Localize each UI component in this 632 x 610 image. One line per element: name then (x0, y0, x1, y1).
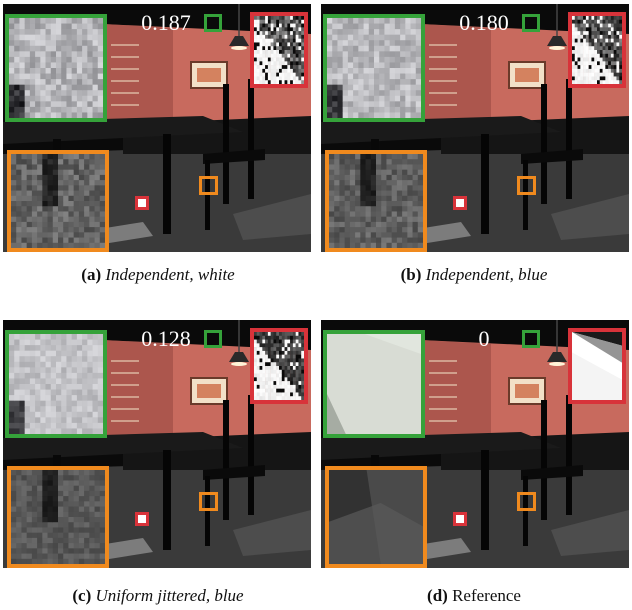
error-metric: 0.180 (459, 10, 509, 35)
caption-text: Reference (452, 586, 521, 605)
red-region-marker (135, 196, 149, 210)
green-region-marker (204, 330, 222, 348)
green-region-marker (204, 14, 222, 32)
red-zoom-inset (568, 328, 626, 404)
caption-d: (d) Reference (316, 586, 632, 606)
error-metric: 0 (478, 326, 490, 351)
error-metric: 0.187 (141, 10, 191, 35)
caption-label: (b) (400, 265, 422, 284)
caption-label: (d) (427, 586, 448, 605)
green-zoom-inset (5, 330, 107, 438)
error-metric: 0.128 (141, 326, 191, 351)
panel-c: 0.128 (3, 320, 311, 568)
panel-a: 0.187 (3, 4, 311, 252)
caption-a: (a) Independent, white (0, 265, 316, 285)
caption-label: (c) (72, 586, 92, 605)
panel-d: 0 (321, 320, 629, 568)
orange-zoom-inset (7, 466, 109, 568)
red-zoom-inset (250, 12, 308, 88)
panel-b: 0.180 (321, 4, 629, 252)
green-zoom-inset (323, 330, 425, 438)
orange-region-marker (199, 176, 218, 195)
orange-zoom-inset (325, 150, 427, 252)
red-region-marker (453, 196, 467, 210)
caption-text: Independent, blue (425, 265, 548, 284)
orange-region-marker (517, 492, 536, 511)
orange-zoom-inset (7, 150, 109, 252)
orange-region-marker (199, 492, 218, 511)
red-zoom-inset (250, 328, 308, 404)
caption-label: (a) (81, 265, 102, 284)
green-region-marker (522, 14, 540, 32)
red-zoom-inset (568, 12, 626, 88)
caption-text: Uniform jittered, blue (95, 586, 244, 605)
orange-zoom-inset (325, 466, 427, 568)
green-zoom-inset (5, 14, 107, 122)
caption-text: Independent, white (105, 265, 235, 284)
red-region-marker (453, 512, 467, 526)
orange-region-marker (517, 176, 536, 195)
red-region-marker (135, 512, 149, 526)
caption-c: (c) Uniform jittered, blue (0, 586, 316, 606)
caption-b: (b) Independent, blue (316, 265, 632, 285)
green-region-marker (522, 330, 540, 348)
green-zoom-inset (323, 14, 425, 122)
